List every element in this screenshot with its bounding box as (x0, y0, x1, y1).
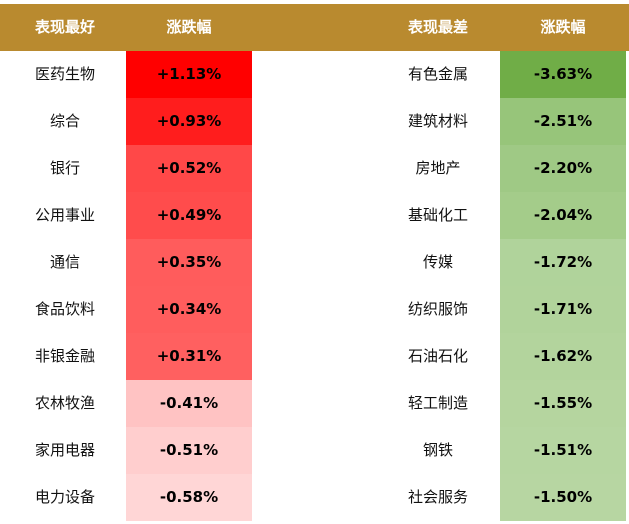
best-industry-change: +1.13% (126, 51, 252, 98)
worst-industry-name: 钢铁 (422, 441, 453, 459)
worst-industry-name: 纺织服饰 (407, 300, 468, 318)
table-row: 公用事业 +0.49% 基础化工 -2.04% (0, 192, 629, 239)
worst-industry-name: 建筑材料 (407, 112, 468, 130)
worst-industry-name: 基础化工 (407, 206, 468, 224)
worst-industry-name: 轻工制造 (407, 394, 468, 412)
best-industry-change: +0.93% (126, 98, 252, 145)
best-industry-name: 医药生物 (34, 65, 95, 83)
worst-change-header: 涨跌幅 (540, 18, 586, 36)
best-industry-name: 公用事业 (34, 206, 95, 224)
worst-industry-change: -1.50% (500, 474, 626, 521)
best-industry-change: +0.35% (126, 239, 252, 286)
best-industry-change: +0.34% (126, 286, 252, 333)
best-industry-name: 食品饮料 (34, 300, 95, 318)
worst-industry-change: -1.72% (500, 239, 626, 286)
best-industry-change: -0.41% (126, 380, 252, 427)
worst-industry-change: -2.20% (500, 145, 626, 192)
best-industry-change: +0.49% (126, 192, 252, 239)
worst-industry-change: -2.51% (500, 98, 626, 145)
table-row: 电力设备 -0.58% 社会服务 -1.50% (0, 474, 629, 521)
table-row: 农林牧渔 -0.41% 轻工制造 -1.55% (0, 380, 629, 427)
table-row: 医药生物 +1.13% 有色金属 -3.63% (0, 51, 629, 98)
best-change-header: 涨跌幅 (166, 18, 212, 36)
worst-industry-name: 房地产 (415, 159, 461, 177)
worst-industry-change: -1.71% (500, 286, 626, 333)
best-industry-change: +0.52% (126, 145, 252, 192)
worst-industry-change: -1.55% (500, 380, 626, 427)
worst-industry-change: -1.51% (500, 427, 626, 474)
worst-industry-change: -2.04% (500, 192, 626, 239)
best-industry-change: -0.58% (126, 474, 252, 521)
table-row: 家用电器 -0.51% 钢铁 -1.51% (0, 427, 629, 474)
best-label-header: 表现最好 (34, 18, 95, 36)
best-industry-change: -0.51% (126, 427, 252, 474)
worst-industry-change: -1.62% (500, 333, 626, 380)
best-industry-name: 通信 (49, 253, 80, 271)
worst-industry-name: 石油石化 (407, 347, 468, 365)
best-industry-name: 电力设备 (34, 488, 95, 506)
worst-industry-name: 有色金属 (407, 65, 468, 83)
table-row: 银行 +0.52% 房地产 -2.20% (0, 145, 629, 192)
worst-industry-name: 社会服务 (407, 488, 468, 506)
table-header: 表现最好 涨跌幅 表现最差 涨跌幅 (0, 4, 629, 51)
best-industry-name: 银行 (49, 159, 80, 177)
best-industry-name: 非银金融 (34, 347, 95, 365)
worst-label-header: 表现最差 (407, 18, 468, 36)
best-industry-name: 农林牧渔 (34, 394, 95, 412)
table-row: 食品饮料 +0.34% 纺织服饰 -1.71% (0, 286, 629, 333)
best-industry-name: 综合 (49, 112, 80, 130)
best-industry-name: 家用电器 (34, 441, 95, 459)
table-row: 通信 +0.35% 传媒 -1.72% (0, 239, 629, 286)
worst-industry-change: -3.63% (500, 51, 626, 98)
table-row: 非银金融 +0.31% 石油石化 -1.62% (0, 333, 629, 380)
table-row: 综合 +0.93% 建筑材料 -2.51% (0, 98, 629, 145)
worst-industry-name: 传媒 (422, 253, 453, 271)
best-industry-change: +0.31% (126, 333, 252, 380)
